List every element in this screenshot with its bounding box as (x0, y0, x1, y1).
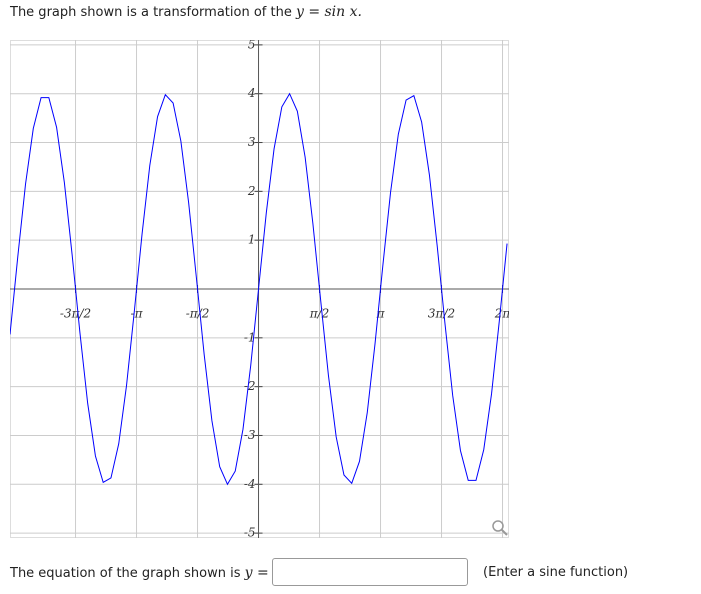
y-tick-label: 4 (247, 86, 256, 100)
question-text: The graph shown is a transformation of t… (10, 5, 292, 20)
answer-label: The equation of the graph shown is (10, 566, 241, 581)
answer-prompt: The equation of the graph shown is y = (10, 565, 269, 581)
y-tick-label: 5 (248, 40, 256, 51)
x-tick-label: π (376, 307, 386, 321)
y-tick-label: 1 (248, 233, 256, 247)
y-tick-label: -3 (244, 428, 256, 442)
graph: -3π/2 -π -π/2 π/2 π 3π/2 2π -5 -4 -3 -2 -1 1 2 3 4 5 (10, 40, 509, 538)
y-tick-label: 3 (248, 135, 256, 149)
x-tick-label: 3π/2 (428, 307, 455, 321)
y-tick-label: 2 (247, 184, 256, 198)
x-tick-label: 2π (494, 307, 509, 321)
sine-curve (10, 92, 508, 486)
question: The graph shown is a transformation of t… (10, 4, 362, 20)
zoom-icon[interactable] (490, 518, 510, 538)
y-tick-label: -5 (244, 526, 256, 538)
x-tick-label: π/2 (309, 307, 330, 321)
answer-hint: (Enter a sine function) (483, 565, 629, 580)
answer-input[interactable] (272, 558, 468, 586)
y-tick-label: -4 (244, 477, 256, 491)
y-tick-label: -2 (244, 379, 256, 393)
x-tick-label: -3π/2 (60, 307, 91, 321)
x-tick-label: -π (131, 307, 144, 321)
answer-math: y = (244, 565, 269, 581)
question-math: y = sin x. (295, 4, 362, 20)
y-tick-label: -1 (244, 330, 256, 344)
x-tick-label: -π/2 (186, 307, 210, 321)
